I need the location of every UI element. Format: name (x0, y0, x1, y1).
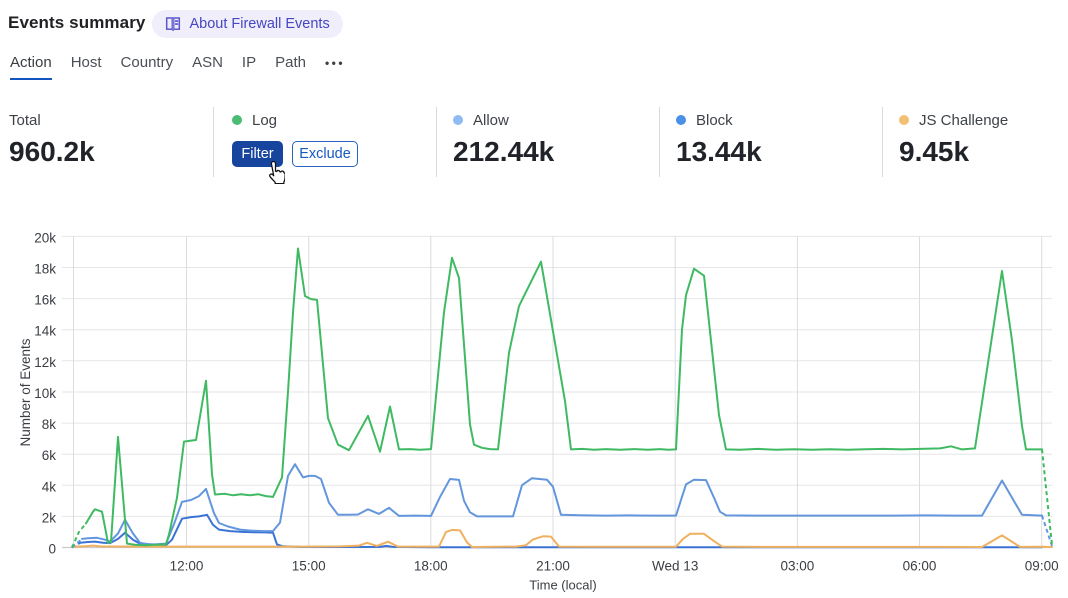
svg-text:6k: 6k (42, 448, 57, 463)
svg-text:06:00: 06:00 (903, 559, 937, 574)
svg-text:Number of Events: Number of Events (18, 338, 33, 446)
svg-text:8k: 8k (42, 417, 57, 432)
svg-text:10k: 10k (34, 386, 56, 401)
svg-text:18:00: 18:00 (414, 559, 448, 574)
svg-text:Time (local): Time (local) (529, 578, 596, 593)
svg-text:16k: 16k (34, 293, 56, 308)
svg-text:0: 0 (48, 542, 56, 557)
svg-text:03:00: 03:00 (781, 559, 815, 574)
svg-text:15:00: 15:00 (292, 559, 326, 574)
svg-text:20k: 20k (34, 230, 56, 245)
svg-text:14k: 14k (34, 324, 56, 339)
svg-text:18k: 18k (34, 262, 56, 277)
svg-text:2k: 2k (42, 510, 57, 525)
svg-text:21:00: 21:00 (536, 559, 570, 574)
svg-text:Wed 13: Wed 13 (652, 559, 698, 574)
svg-text:12:00: 12:00 (170, 559, 204, 574)
svg-text:09:00: 09:00 (1025, 559, 1059, 574)
svg-text:4k: 4k (42, 479, 57, 494)
svg-text:12k: 12k (34, 355, 56, 370)
